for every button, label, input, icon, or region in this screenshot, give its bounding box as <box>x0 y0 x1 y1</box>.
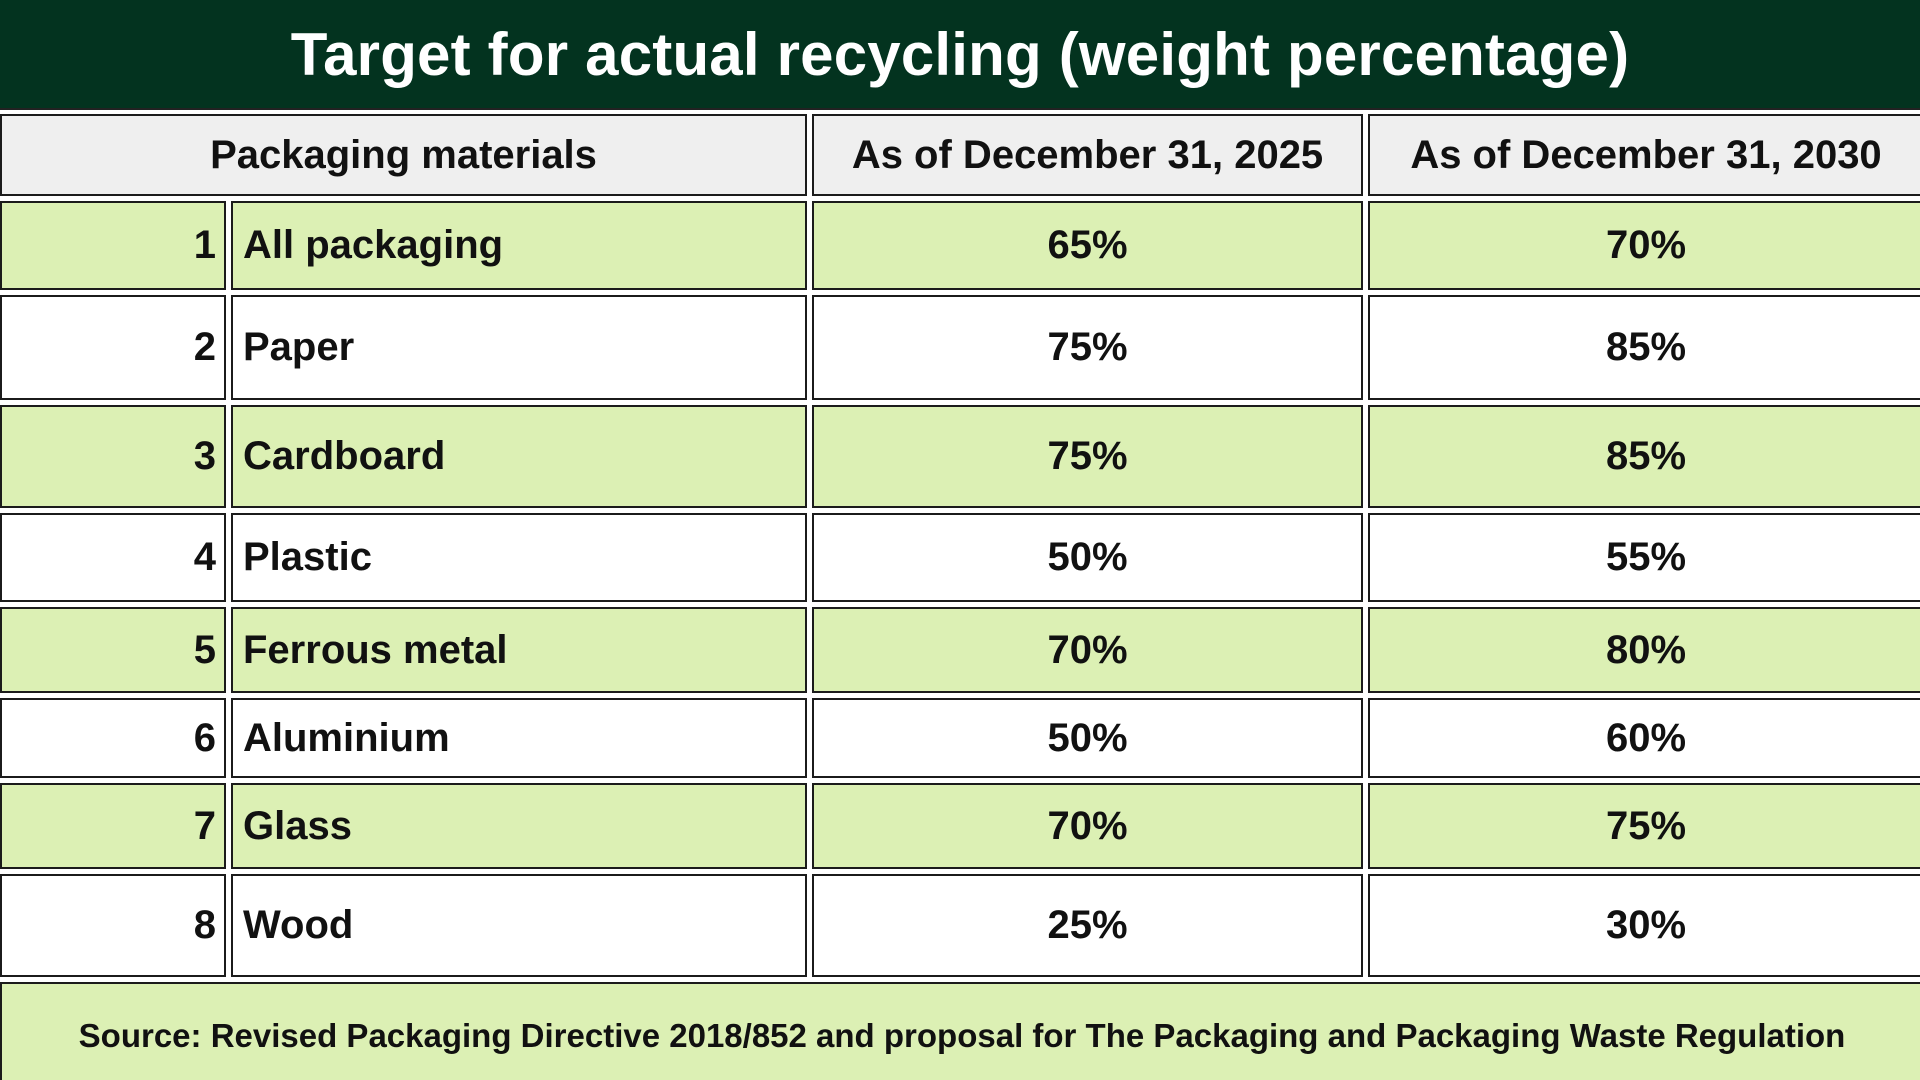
row-value-2025: 75% <box>812 405 1363 508</box>
row-number: 5 <box>0 607 226 693</box>
row-value-2030: 55% <box>1368 513 1920 602</box>
row-value-2030: 60% <box>1368 698 1920 778</box>
row-material: All packaging <box>231 201 807 290</box>
header-packaging-materials: Packaging materials <box>0 114 807 196</box>
title-bar: Target for actual recycling (weight perc… <box>0 0 1920 110</box>
row-material: Cardboard <box>231 405 807 508</box>
recycling-targets-table: Packaging materials As of December 31, 2… <box>0 114 1920 1080</box>
row-number: 6 <box>0 698 226 778</box>
row-number: 1 <box>0 201 226 290</box>
row-value-2025: 50% <box>812 698 1363 778</box>
row-value-2025: 70% <box>812 783 1363 869</box>
row-value-2030: 85% <box>1368 295 1920 400</box>
header-2030: As of December 31, 2030 <box>1368 114 1920 196</box>
row-value-2025: 70% <box>812 607 1363 693</box>
row-value-2025: 25% <box>812 874 1363 977</box>
row-value-2030: 70% <box>1368 201 1920 290</box>
source-note: Source: Revised Packaging Directive 2018… <box>0 982 1920 1080</box>
row-value-2025: 75% <box>812 295 1363 400</box>
row-number: 2 <box>0 295 226 400</box>
row-material: Ferrous metal <box>231 607 807 693</box>
row-value-2025: 50% <box>812 513 1363 602</box>
row-value-2030: 30% <box>1368 874 1920 977</box>
row-value-2030: 85% <box>1368 405 1920 508</box>
row-material: Glass <box>231 783 807 869</box>
row-material: Paper <box>231 295 807 400</box>
row-value-2030: 75% <box>1368 783 1920 869</box>
row-number: 8 <box>0 874 226 977</box>
row-material: Plastic <box>231 513 807 602</box>
row-number: 7 <box>0 783 226 869</box>
row-number: 4 <box>0 513 226 602</box>
row-material: Wood <box>231 874 807 977</box>
header-2025: As of December 31, 2025 <box>812 114 1363 196</box>
row-value-2030: 80% <box>1368 607 1920 693</box>
row-material: Aluminium <box>231 698 807 778</box>
row-value-2025: 65% <box>812 201 1363 290</box>
row-number: 3 <box>0 405 226 508</box>
page-title: Target for actual recycling (weight perc… <box>290 20 1630 88</box>
